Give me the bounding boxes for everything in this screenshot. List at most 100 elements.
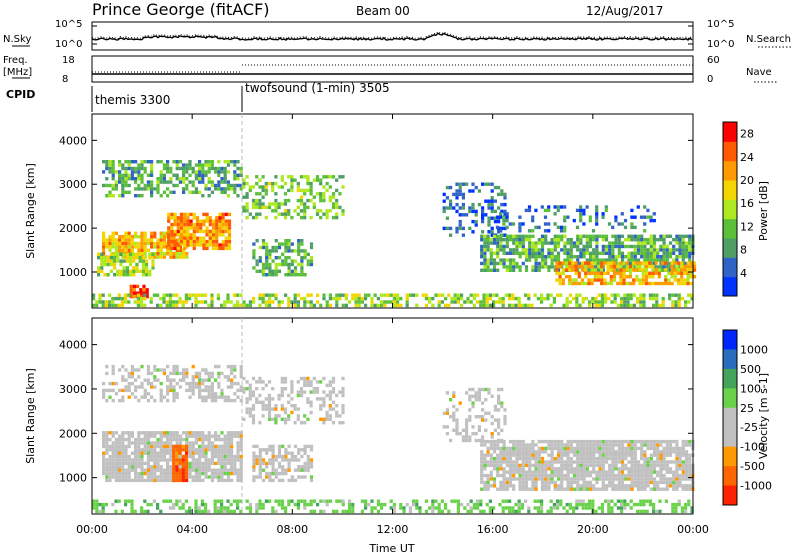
range-gate-cell xyxy=(103,273,107,277)
range-gate-cell xyxy=(182,166,186,171)
range-gate-cell xyxy=(226,378,230,382)
range-gate-cell xyxy=(574,278,578,282)
range-gate-cell xyxy=(563,467,567,471)
range-gate-cell xyxy=(594,300,598,304)
range-gate-cell xyxy=(100,266,104,270)
range-gate-cell xyxy=(597,293,601,297)
range-gate-cell xyxy=(489,251,493,255)
range-gate-cell xyxy=(121,475,125,479)
range-gate-cell xyxy=(668,255,673,259)
range-gate-cell xyxy=(111,170,115,174)
range-gate-cell xyxy=(200,300,204,304)
range-gate-cell xyxy=(344,303,348,308)
range-gate-cell xyxy=(261,461,266,466)
range-gate-cell xyxy=(614,238,618,242)
range-gate-cell xyxy=(306,198,310,203)
range-gate-cell xyxy=(521,251,525,255)
range-gate-cell xyxy=(616,293,620,297)
range-gate-cell xyxy=(328,303,332,308)
range-gate-cell xyxy=(514,303,518,308)
range-gate-cell xyxy=(140,458,144,462)
range-gate-cell xyxy=(468,209,472,214)
range-gate-cell xyxy=(643,258,647,262)
range-gate-cell xyxy=(127,160,131,164)
range-gate-cell xyxy=(524,208,528,213)
range-gate-cell xyxy=(252,451,256,455)
range-gate-cell xyxy=(665,255,669,259)
range-gate-cell xyxy=(649,456,653,461)
range-gate-cell xyxy=(656,258,660,262)
range-gate-cell xyxy=(638,261,642,265)
range-gate-cell xyxy=(102,465,106,469)
range-gate-cell xyxy=(524,238,529,242)
range-gate-cell xyxy=(124,475,128,479)
range-gate-cell xyxy=(207,444,211,449)
range-gate-cell xyxy=(183,239,187,244)
range-gate-cell xyxy=(577,264,581,269)
range-gate-cell xyxy=(588,218,592,223)
range-gate-cell xyxy=(680,275,684,279)
range-gate-cell xyxy=(134,465,138,469)
range-gate-cell xyxy=(156,431,160,435)
range-gate-cell xyxy=(499,446,503,451)
range-gate-cell xyxy=(239,170,243,174)
range-gate-cell xyxy=(572,506,576,510)
range-gate-cell xyxy=(626,300,630,304)
range-gate-cell xyxy=(220,475,224,479)
range-gate-cell xyxy=(547,453,551,457)
range-gate-cell xyxy=(528,460,532,464)
range-gate-cell xyxy=(169,448,173,452)
range-gate-cell xyxy=(471,404,475,409)
range-gate-cell xyxy=(236,173,240,177)
range-gate-cell xyxy=(636,460,641,464)
range-gate-cell xyxy=(521,241,525,245)
range-gate-cell xyxy=(268,448,272,452)
range-gate-cell xyxy=(652,487,657,491)
range-gate-cell xyxy=(204,454,208,459)
range-gate-cell xyxy=(207,468,211,472)
range-gate-cell xyxy=(129,294,133,299)
range-gate-cell xyxy=(130,371,134,376)
range-gate-cell xyxy=(489,261,493,266)
range-gate-cell xyxy=(534,251,538,255)
range-gate-cell xyxy=(156,238,160,242)
range-gate-cell xyxy=(121,235,125,239)
range-gate-cell xyxy=(442,411,446,415)
range-gate-cell xyxy=(220,437,224,442)
range-gate-cell xyxy=(681,439,685,444)
range-gate-cell xyxy=(130,241,134,246)
range-gate-cell xyxy=(641,268,645,272)
range-gate-cell xyxy=(258,471,262,476)
range-gate-cell xyxy=(224,246,228,251)
range-gate-cell xyxy=(498,502,502,507)
range-gate-cell xyxy=(550,460,554,464)
range-gate-cell xyxy=(585,446,589,451)
range-gate-cell xyxy=(194,437,198,442)
nave-label: Nave xyxy=(746,67,772,78)
range-gate-cell xyxy=(678,480,682,485)
range-gate-cell xyxy=(675,480,679,485)
range-gate-cell xyxy=(137,444,141,449)
range-gate-cell xyxy=(105,478,109,483)
range-gate-cell xyxy=(111,441,115,445)
range-gate-cell xyxy=(159,451,163,455)
range-gate-cell xyxy=(293,421,297,425)
range-gate-cell xyxy=(277,478,282,483)
range-gate-cell xyxy=(630,238,634,242)
range-gate-cell xyxy=(501,303,505,308)
range-gate-cell xyxy=(296,303,300,308)
range-gate-cell xyxy=(660,261,665,265)
range-gate-cell xyxy=(582,212,586,216)
range-gate-cell xyxy=(601,473,605,478)
range-gate-cell xyxy=(245,410,249,415)
range-gate-cell xyxy=(210,392,214,396)
range-gate-cell xyxy=(122,266,126,270)
range-gate-cell xyxy=(328,383,332,387)
range-gate-cell xyxy=(563,205,567,209)
range-gate-cell xyxy=(553,241,557,245)
range-gate-cell xyxy=(380,506,384,510)
range-gate-cell xyxy=(198,160,202,164)
range-gate-cell xyxy=(255,205,259,210)
range-gate-cell xyxy=(322,175,326,179)
range-gate-cell xyxy=(455,196,459,200)
